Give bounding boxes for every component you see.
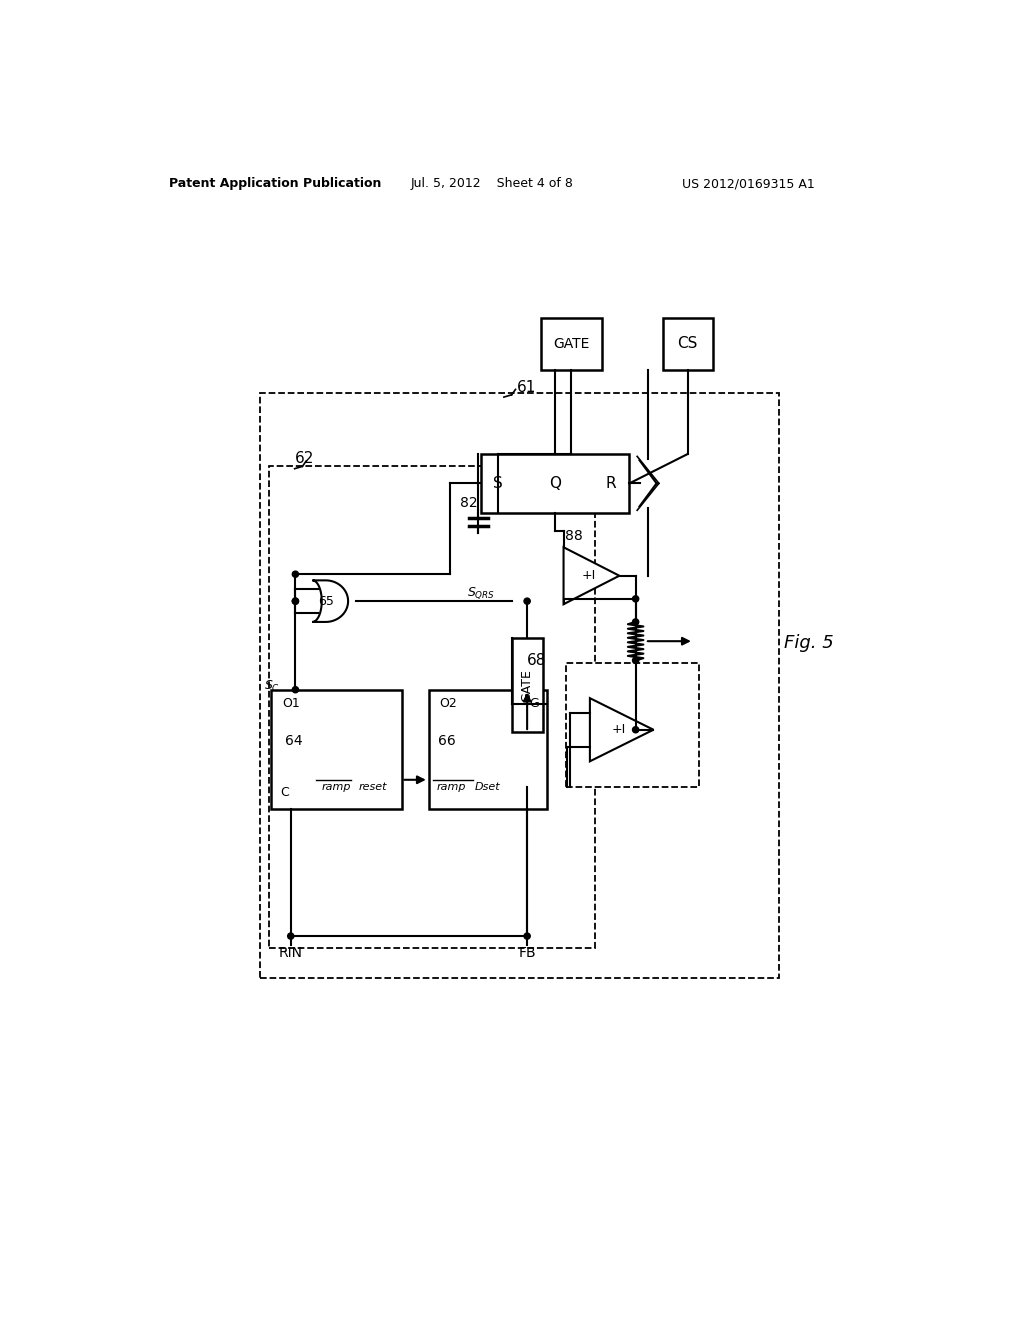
Circle shape — [292, 572, 299, 577]
Text: 82: 82 — [460, 496, 477, 511]
Text: 62: 62 — [295, 451, 314, 466]
Text: 61: 61 — [517, 380, 537, 396]
Text: 66: 66 — [438, 734, 456, 747]
Bar — [663, 318, 713, 370]
Bar — [429, 689, 547, 809]
Text: Jul. 5, 2012    Sheet 4 of 8: Jul. 5, 2012 Sheet 4 of 8 — [411, 177, 573, 190]
Text: ramp: ramp — [322, 783, 351, 792]
Circle shape — [633, 595, 639, 602]
Circle shape — [292, 598, 299, 605]
Circle shape — [524, 598, 530, 605]
Text: RIN: RIN — [279, 946, 303, 960]
Text: reset: reset — [358, 783, 387, 792]
Text: S: S — [493, 475, 503, 491]
Text: G: G — [529, 697, 540, 710]
Text: 68: 68 — [527, 653, 547, 668]
Circle shape — [633, 657, 639, 664]
Text: Q: Q — [549, 475, 561, 491]
Text: CS: CS — [677, 337, 697, 351]
Text: Patent Application Publication: Patent Application Publication — [169, 177, 381, 190]
Circle shape — [288, 933, 294, 940]
Text: 88: 88 — [565, 529, 583, 544]
Bar — [512, 638, 543, 733]
Bar — [271, 689, 401, 809]
Text: FB: FB — [518, 946, 536, 960]
Text: GATE: GATE — [553, 337, 590, 351]
Text: US 2012/0169315 A1: US 2012/0169315 A1 — [682, 177, 814, 190]
Circle shape — [633, 619, 639, 626]
Bar — [566, 663, 699, 788]
Circle shape — [633, 726, 639, 733]
Text: ramp: ramp — [436, 783, 466, 792]
Text: R: R — [605, 475, 616, 491]
Circle shape — [292, 686, 299, 693]
Polygon shape — [312, 581, 348, 622]
Text: +I: +I — [582, 569, 596, 582]
Text: $S_C$: $S_C$ — [263, 678, 280, 694]
Bar — [480, 454, 630, 512]
Text: 65: 65 — [317, 594, 334, 607]
Bar — [269, 466, 595, 948]
Text: 64: 64 — [286, 734, 303, 747]
Circle shape — [292, 598, 299, 605]
Polygon shape — [563, 548, 620, 605]
Text: $S_{QRS}$: $S_{QRS}$ — [467, 586, 495, 602]
Polygon shape — [590, 698, 653, 762]
Text: C: C — [281, 785, 290, 799]
Text: O2: O2 — [439, 697, 458, 710]
Bar — [260, 393, 779, 978]
Text: Dset: Dset — [475, 783, 501, 792]
Bar — [541, 318, 601, 370]
Text: Fig. 5: Fig. 5 — [783, 635, 834, 652]
Text: O1: O1 — [283, 697, 300, 710]
Circle shape — [524, 933, 530, 940]
Text: GATE: GATE — [520, 669, 534, 701]
Text: +I: +I — [611, 723, 626, 737]
